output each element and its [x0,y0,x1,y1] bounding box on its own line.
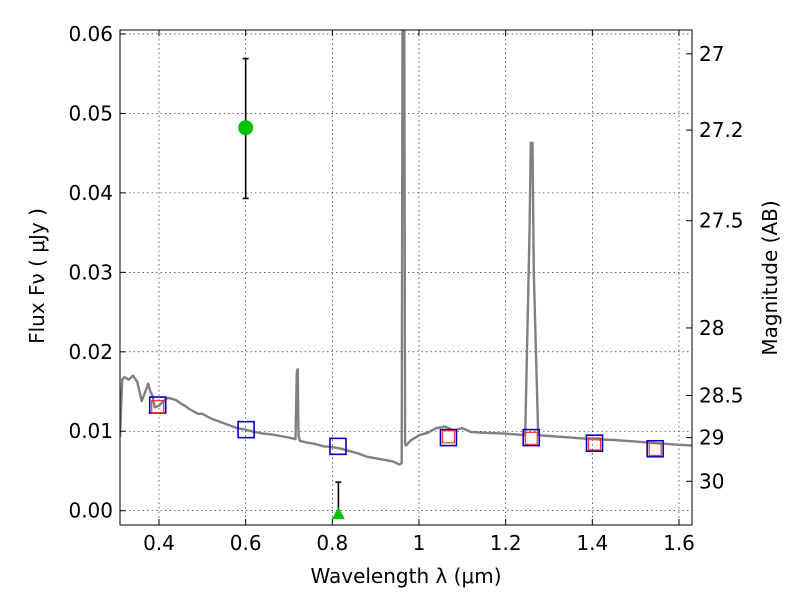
x-tick-label: 0.8 [316,531,348,555]
right-tick-label: 29 [699,426,724,450]
model-square-marker [648,442,662,457]
grid [120,30,692,525]
x-tick-label: 0.6 [230,531,262,555]
observed-square-marker [439,428,458,447]
x-tick-label: 0.4 [143,531,175,555]
right-tick-label: 28.5 [699,383,744,407]
model-square-marker [151,400,165,414]
spectrum-line [120,30,692,466]
right-tick-label: 27.5 [699,209,744,233]
x-axis-label: Wavelength λ (μm) [310,564,501,588]
x-tick-label: 1.4 [576,531,608,555]
right-tick-label: 27 [699,42,724,66]
y-axis-label: Flux Fν ( μJy ) [25,208,49,344]
y-tick-label: 0.06 [68,22,113,46]
right-tick-label: 28 [699,316,724,340]
y-tick-label: 0.05 [68,101,113,125]
plot-frame [119,29,693,526]
right-tick-label: 30 [699,469,724,493]
observed-square-marker [585,434,604,452]
model-square-marker [524,431,538,445]
observed-square-marker [237,420,255,439]
model-square-marker [587,437,602,451]
right-tick-label: 27.2 [699,118,744,142]
y-right-axis-label: Magnitude (AB) [758,200,782,355]
y-tick-label: 0.00 [68,499,113,523]
y-tick-label: 0.04 [68,181,113,205]
observed-square-marker [329,437,347,456]
axes-ticks: 0.4 0.6 0.8 1 1.2 1.4 1.6 0.00 0.01 0.02 0.03 0.04 0… [68,22,743,555]
y-tick-label: 0.03 [68,260,113,284]
observed-square-marker [646,439,664,458]
upper-limit-point [331,507,345,520]
y-tick-label: 0.02 [68,340,113,364]
x-tick-label: 1.2 [490,531,522,555]
y-tick-label: 0.01 [68,419,113,443]
x-tick-label: 1 [413,531,426,555]
observed-square-marker [522,428,541,447]
x-tick-label: 1.6 [663,531,695,555]
model-square-marker [441,430,456,444]
plot-data [120,30,692,520]
detection-point [238,120,254,136]
